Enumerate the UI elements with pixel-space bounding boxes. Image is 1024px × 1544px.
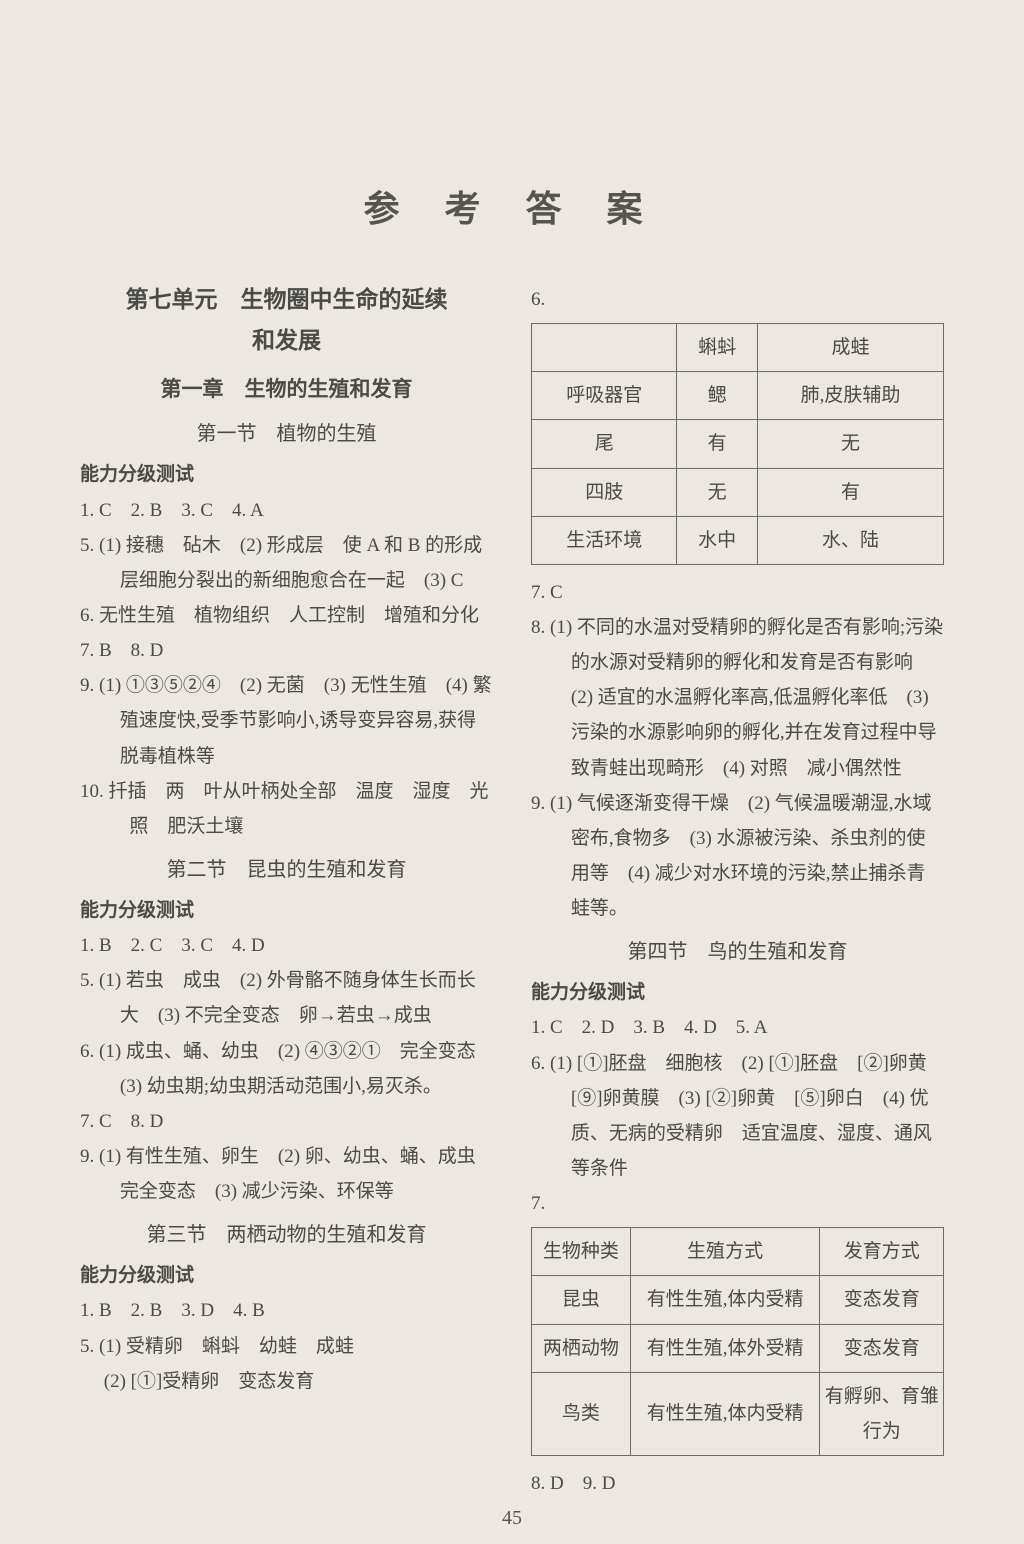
cell: 变态发育 [820,1324,944,1372]
cell: 呼吸器官 [532,372,677,420]
cell: 变态发育 [820,1276,944,1324]
section-1-title: 第一节 植物的生殖 [80,416,493,453]
s3-line2: 5. (1) 受精卵 蝌蚪 幼蛙 成蛙 [80,1329,493,1364]
chapter-title: 第一章 生物的生殖和发育 [80,370,493,409]
cell: 有 [757,468,943,516]
ability-heading-2: 能力分级测试 [80,893,493,928]
columns: 第七单元 生物圈中生命的延续 和发展 第一章 生物的生殖和发育 第一节 植物的生… [80,282,944,1501]
s3-line3: (2) [①]受精卵 变态发育 [80,1364,493,1399]
cell: 鸟类 [532,1372,631,1455]
table-q7: 生物种类 生殖方式 发育方式 昆虫 有性生殖,体内受精 变态发育 两栖动物 有性… [531,1227,944,1456]
r-line8: 8. (1) 不同的水温对受精卵的孵化是否有影响;污染的水源对受精卵的孵化和发育… [531,610,944,786]
s1-line5: 9. (1) ①③⑤②④ (2) 无菌 (3) 无性生殖 (4) 繁殖速度快,受… [80,668,493,773]
table-row: 生物种类 生殖方式 发育方式 [532,1228,944,1276]
s2-line5: 9. (1) 有性生殖、卵生 (2) 卵、幼虫、蛹、成虫 完全变态 (3) 减少… [80,1139,493,1209]
cell: 有性生殖,体外受精 [630,1324,820,1372]
s4-line1: 1. C 2. D 3. B 4. D 5. A [531,1010,944,1045]
section-3-title: 第三节 两栖动物的生殖和发育 [80,1217,493,1254]
section-4-title: 第四节 鸟的生殖和发育 [531,934,944,971]
page-content: 参 考 答 案 第七单元 生物圈中生命的延续 和发展 第一章 生物的生殖和发育 … [80,180,944,1504]
s1-line4: 7. B 8. D [80,633,493,668]
cell: 生活环境 [532,516,677,564]
page-number: 45 [0,1507,1024,1530]
cell: 肺,皮肤辅助 [757,372,943,420]
cell: 有孵卵、育雏行为 [820,1372,944,1455]
r-line-end: 8. D 9. D [531,1466,944,1501]
ability-heading-4: 能力分级测试 [531,975,944,1010]
cell: 蝌蚪 [677,324,757,372]
cell: 发育方式 [820,1228,944,1276]
cell: 生殖方式 [630,1228,820,1276]
cell: 两栖动物 [532,1324,631,1372]
s1-line1: 1. C 2. B 3. C 4. A [80,493,493,528]
table-q6: 蝌蚪 成蛙 呼吸器官 鳃 肺,皮肤辅助 尾 有 无 四肢 无 有 [531,323,944,565]
section-2-title: 第二节 昆虫的生殖和发育 [80,852,493,889]
table-row: 生活环境 水中 水、陆 [532,516,944,564]
cell: 水中 [677,516,757,564]
table-row: 四肢 无 有 [532,468,944,516]
table-row: 蝌蚪 成蛙 [532,324,944,372]
s1-line2: 5. (1) 接穗 砧木 (2) 形成层 使 A 和 B 的形成层细胞分裂出的新… [80,528,493,598]
unit-title-line1: 第七单元 生物圈中生命的延续 [80,282,493,319]
s1-line6: 10. 扦插 两 叶从叶柄处全部 温度 湿度 光照 肥沃土壤 [80,774,493,844]
cell: 生物种类 [532,1228,631,1276]
ability-heading-3: 能力分级测试 [80,1258,493,1293]
r-line9: 9. (1) 气候逐渐变得干燥 (2) 气候温暖潮湿,水域密布,食物多 (3) … [531,786,944,927]
table-row: 呼吸器官 鳃 肺,皮肤辅助 [532,372,944,420]
q7-label: 7. [531,1186,944,1221]
left-column: 第七单元 生物圈中生命的延续 和发展 第一章 生物的生殖和发育 第一节 植物的生… [80,282,493,1501]
cell: 无 [757,420,943,468]
cell: 成蛙 [757,324,943,372]
cell: 昆虫 [532,1276,631,1324]
cell: 有性生殖,体内受精 [630,1372,820,1455]
ability-heading-1: 能力分级测试 [80,457,493,492]
table-row: 昆虫 有性生殖,体内受精 变态发育 [532,1276,944,1324]
table-row: 鸟类 有性生殖,体内受精 有孵卵、育雏行为 [532,1372,944,1455]
cell: 水、陆 [757,516,943,564]
cell: 尾 [532,420,677,468]
right-column: 6. 蝌蚪 成蛙 呼吸器官 鳃 肺,皮肤辅助 尾 有 无 [531,282,944,1501]
s2-line3: 6. (1) 成虫、蛹、幼虫 (2) ④③②① 完全变态 (3) 幼虫期;幼虫期… [80,1034,493,1104]
table-row: 两栖动物 有性生殖,体外受精 变态发育 [532,1324,944,1372]
main-title: 参 考 答 案 [80,180,944,232]
cell: 四肢 [532,468,677,516]
cell [532,324,677,372]
s4-line2: 6. (1) [①]胚盘 细胞核 (2) [①]胚盘 [②]卵黄 [⑨]卵黄膜 … [531,1046,944,1187]
s3-line1: 1. B 2. B 3. D 4. B [80,1293,493,1328]
s2-line2: 5. (1) 若虫 成虫 (2) 外骨骼不随身体生长而长大 (3) 不完全变态 … [80,963,493,1033]
cell: 无 [677,468,757,516]
unit-title-line2: 和发展 [80,323,493,360]
r-line7: 7. C [531,575,944,610]
s2-line1: 1. B 2. C 3. C 4. D [80,928,493,963]
s1-line3: 6. 无性生殖 植物组织 人工控制 增殖和分化 [80,598,493,633]
s2-line4: 7. C 8. D [80,1104,493,1139]
cell: 鳃 [677,372,757,420]
table-row: 尾 有 无 [532,420,944,468]
cell: 有性生殖,体内受精 [630,1276,820,1324]
cell: 有 [677,420,757,468]
q6-label: 6. [531,282,944,317]
